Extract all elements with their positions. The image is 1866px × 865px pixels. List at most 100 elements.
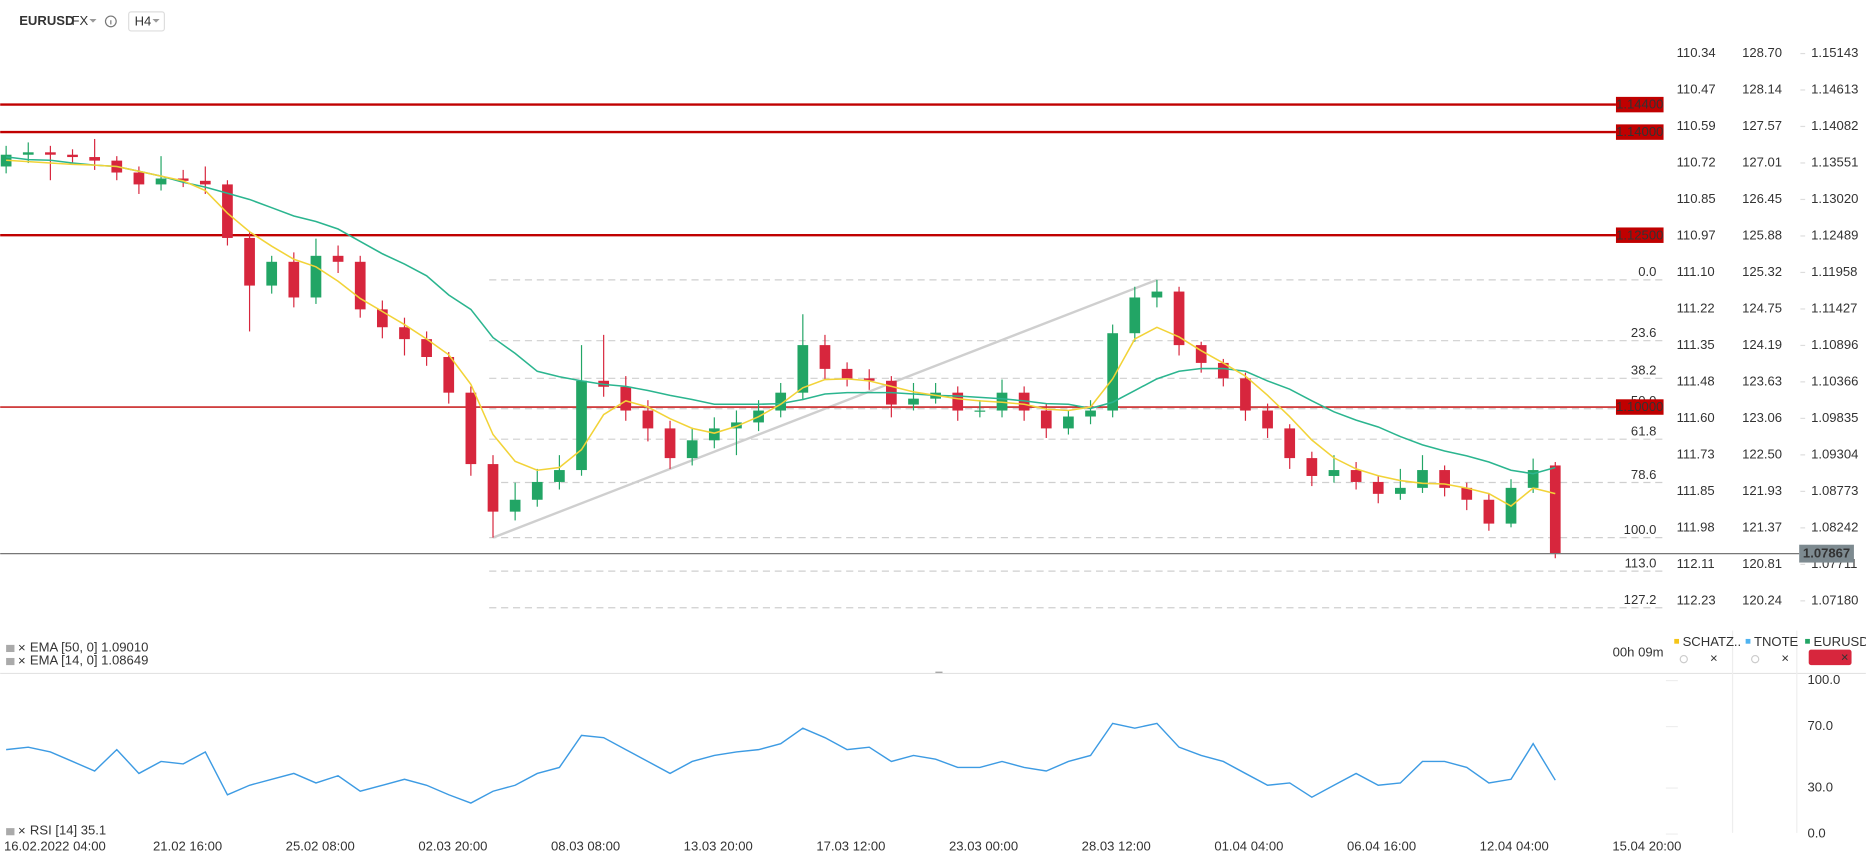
x-tick-label: 15.04 20:00 <box>1612 839 1681 854</box>
tnote-tick-label: 120.81 <box>1742 556 1782 571</box>
legend-value: 1.09010 <box>101 640 148 655</box>
schatz-tick-label: 110.72 <box>1677 154 1716 169</box>
candle-body <box>1040 410 1052 429</box>
candle-body <box>841 368 853 379</box>
schatz-tick-label: 110.97 <box>1677 227 1716 242</box>
visibility-icon[interactable] <box>1751 654 1760 664</box>
y-tick-label: 1.12489 <box>1811 227 1858 242</box>
y-tick-label: 1.07180 <box>1811 592 1858 607</box>
candle-body <box>775 392 787 411</box>
legend-close: × <box>18 823 26 838</box>
timeframe: H4 <box>135 13 152 28</box>
rsi-tick-label: 30.0 <box>1808 779 1833 794</box>
candle-body <box>1527 470 1539 488</box>
candle-body <box>908 398 919 405</box>
y-tick-label: 1.14613 <box>1811 81 1858 96</box>
candle-body <box>465 392 477 465</box>
tnote-tick-label: 120.24 <box>1742 592 1782 607</box>
x-tick-label: 23.03 00:00 <box>949 839 1018 854</box>
candle-body <box>354 261 366 310</box>
candle-body <box>1240 378 1251 411</box>
candle-body <box>244 237 255 286</box>
rsi-tick-label: 70.0 <box>1808 718 1833 733</box>
legend-close: × <box>18 640 26 655</box>
price-level-label: 1.14400 <box>1616 97 1663 112</box>
ema-line <box>6 159 1556 507</box>
candle-body <box>554 470 565 482</box>
candle-body <box>819 345 831 369</box>
fib-trendline <box>492 278 1158 539</box>
tnote-tick-label: 127.57 <box>1742 118 1782 133</box>
symbol-controls <box>1808 649 1852 666</box>
price-level-tag <box>1615 96 1664 113</box>
candle-body <box>620 386 632 411</box>
legend-icon <box>6 657 15 666</box>
x-tick-label: 12.04 04:00 <box>1480 839 1549 854</box>
schatz-tick-label: 111.85 <box>1677 483 1715 498</box>
legend-close: × <box>18 653 26 668</box>
candle-body <box>974 410 986 412</box>
schatz-tick-label: 112.11 <box>1677 556 1715 571</box>
fib-label: 38.2 <box>1631 363 1656 378</box>
candle-body <box>1461 487 1473 500</box>
candle-body <box>731 422 742 429</box>
remove-icon: × <box>1781 651 1789 666</box>
rsi-line <box>6 722 1556 804</box>
candle-body <box>1328 470 1340 476</box>
remove-icon: × <box>1841 649 1849 664</box>
candle-body <box>1483 499 1495 524</box>
legend-name: EMA [14, 0] <box>30 653 98 668</box>
y-tick-label: 1.08773 <box>1811 483 1858 498</box>
candle-body <box>199 180 211 185</box>
candle-body <box>1195 345 1207 363</box>
tnote-tick-label: 121.93 <box>1742 483 1782 498</box>
tnote-tick-label: 123.63 <box>1742 373 1782 388</box>
rsi-legend: RSI [14] 35.1 <box>30 823 106 838</box>
symbol[interactable]: EURUSD <box>19 13 74 28</box>
timeframe-box[interactable] <box>128 11 165 32</box>
y-tick-label: 1.13020 <box>1811 191 1858 206</box>
candle-body <box>399 327 410 340</box>
current-price-tag <box>1799 544 1854 563</box>
candle-body <box>1085 410 1096 417</box>
rsi-tick-label: 0.0 <box>1808 826 1826 841</box>
candle-body <box>45 152 56 155</box>
candle-body <box>376 309 388 328</box>
candle-body <box>22 152 34 155</box>
x-tick-label: 28.03 12:00 <box>1082 839 1151 854</box>
schatz-tick-label: 111.60 <box>1677 410 1715 425</box>
x-tick-label: 06.04 16:00 <box>1347 839 1416 854</box>
candle-body <box>1063 416 1074 429</box>
candle-body <box>155 178 167 185</box>
legend-entry: EMA [50, 0] 1.09010 <box>30 640 148 655</box>
legend-value: 1.08649 <box>101 653 148 668</box>
y-tick-label: 1.10896 <box>1811 337 1858 352</box>
rsi-tick-label: 100.0 <box>1808 672 1841 687</box>
legend-icon <box>6 828 15 836</box>
symbol-name: EURUSD <box>1813 634 1866 649</box>
candle-body <box>576 380 587 471</box>
x-tick-label: 21.02 16:00 <box>153 839 222 854</box>
schatz-tick-label: 110.34 <box>1677 45 1716 60</box>
symbol-swatch <box>1674 638 1680 644</box>
candle-body <box>1549 465 1561 554</box>
timeframe-dropdown <box>152 19 160 23</box>
schatz-tick-label: 111.98 <box>1677 519 1715 534</box>
candle-body <box>1284 428 1296 459</box>
candle-body <box>1417 470 1428 488</box>
x-tick-label: 02.03 20:00 <box>418 839 487 854</box>
candle-body <box>1217 362 1229 379</box>
market-dropdown[interactable] <box>89 19 97 23</box>
schatz-tick-label: 111.22 <box>1677 300 1715 315</box>
info-icon[interactable] <box>104 15 117 28</box>
tnote-tick-label: 126.45 <box>1742 191 1782 206</box>
tnote-tick-label: 128.14 <box>1742 81 1782 96</box>
candle-body <box>177 178 189 181</box>
y-tick-label: 1.11958 <box>1811 264 1857 279</box>
legend-name: EMA [50, 0] <box>30 640 98 655</box>
y-tick-label: 1.11427 <box>1811 300 1857 315</box>
current-price-label: 1.07867 <box>1803 546 1850 561</box>
price-level-label: 1.10000 <box>1616 399 1663 414</box>
visibility-icon[interactable] <box>1679 654 1688 664</box>
price-level-tag <box>1615 399 1664 415</box>
